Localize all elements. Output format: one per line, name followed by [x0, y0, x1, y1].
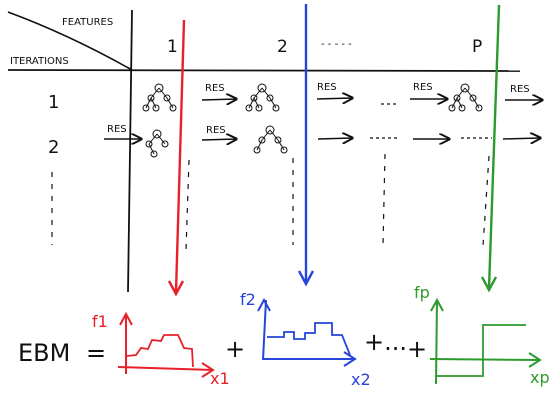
row-2: RES RES [104, 124, 540, 158]
shape-function-plot-2: f2 x2 [240, 290, 371, 389]
tree-icon [245, 83, 280, 112]
equals-sign: = [86, 339, 106, 367]
res-label: RES [317, 82, 337, 93]
row-label-1: 1 [48, 92, 59, 113]
iterations-label: ITERATIONS [10, 56, 69, 67]
x-label: x1 [210, 369, 230, 388]
column-label-1: 1 [167, 37, 178, 57]
arrow-icon [316, 98, 352, 99]
shape-function-plot-3: fp xp [414, 283, 550, 387]
shape-curve [437, 324, 526, 377]
plus-ellipsis: +... [364, 328, 407, 356]
arrow-icon [502, 138, 540, 139]
res-label: RES [107, 124, 127, 135]
arrow-icon [317, 138, 352, 139]
shape-curve [267, 322, 351, 356]
arrow-icon [201, 99, 236, 100]
ebm-label: EBM [18, 339, 70, 367]
feature-arrows [167, 4, 501, 297]
shape-function-plot-1: f1 x1 [92, 311, 230, 388]
x-axis [117, 366, 214, 371]
arrow-icon [201, 139, 236, 140]
column-label-gap: - - - - - [321, 39, 352, 50]
tree-icon [145, 129, 169, 158]
x-label: xp [530, 368, 550, 387]
column-divider [127, 9, 133, 293]
tree-icon [142, 83, 177, 112]
row-label-2: 2 [48, 137, 59, 158]
features-label: FEATURES [62, 17, 113, 28]
tree-icon [253, 125, 288, 154]
header-rule [7, 69, 521, 72]
res-label: RES [510, 84, 530, 95]
shape-curve [126, 334, 194, 368]
x-label: x2 [351, 370, 371, 389]
plus-sign: + [407, 335, 427, 363]
plus-sign: + [225, 335, 245, 363]
column-label-p: P [472, 37, 482, 57]
tree-icon [448, 83, 483, 112]
y-axis [435, 299, 438, 385]
y-label: f2 [240, 290, 256, 309]
continuation-dashes [51, 153, 490, 251]
x-axis [429, 358, 541, 361]
y-axis [262, 299, 267, 361]
column-label-2: 2 [277, 37, 288, 57]
y-label: fp [414, 283, 430, 302]
res-label: RES [413, 82, 433, 93]
row-1: RES RES RES RES [142, 82, 542, 112]
res-label: RES [205, 83, 225, 94]
y-label: f1 [92, 312, 108, 331]
res-label: RES [206, 125, 226, 136]
header-diagonal [7, 11, 133, 71]
